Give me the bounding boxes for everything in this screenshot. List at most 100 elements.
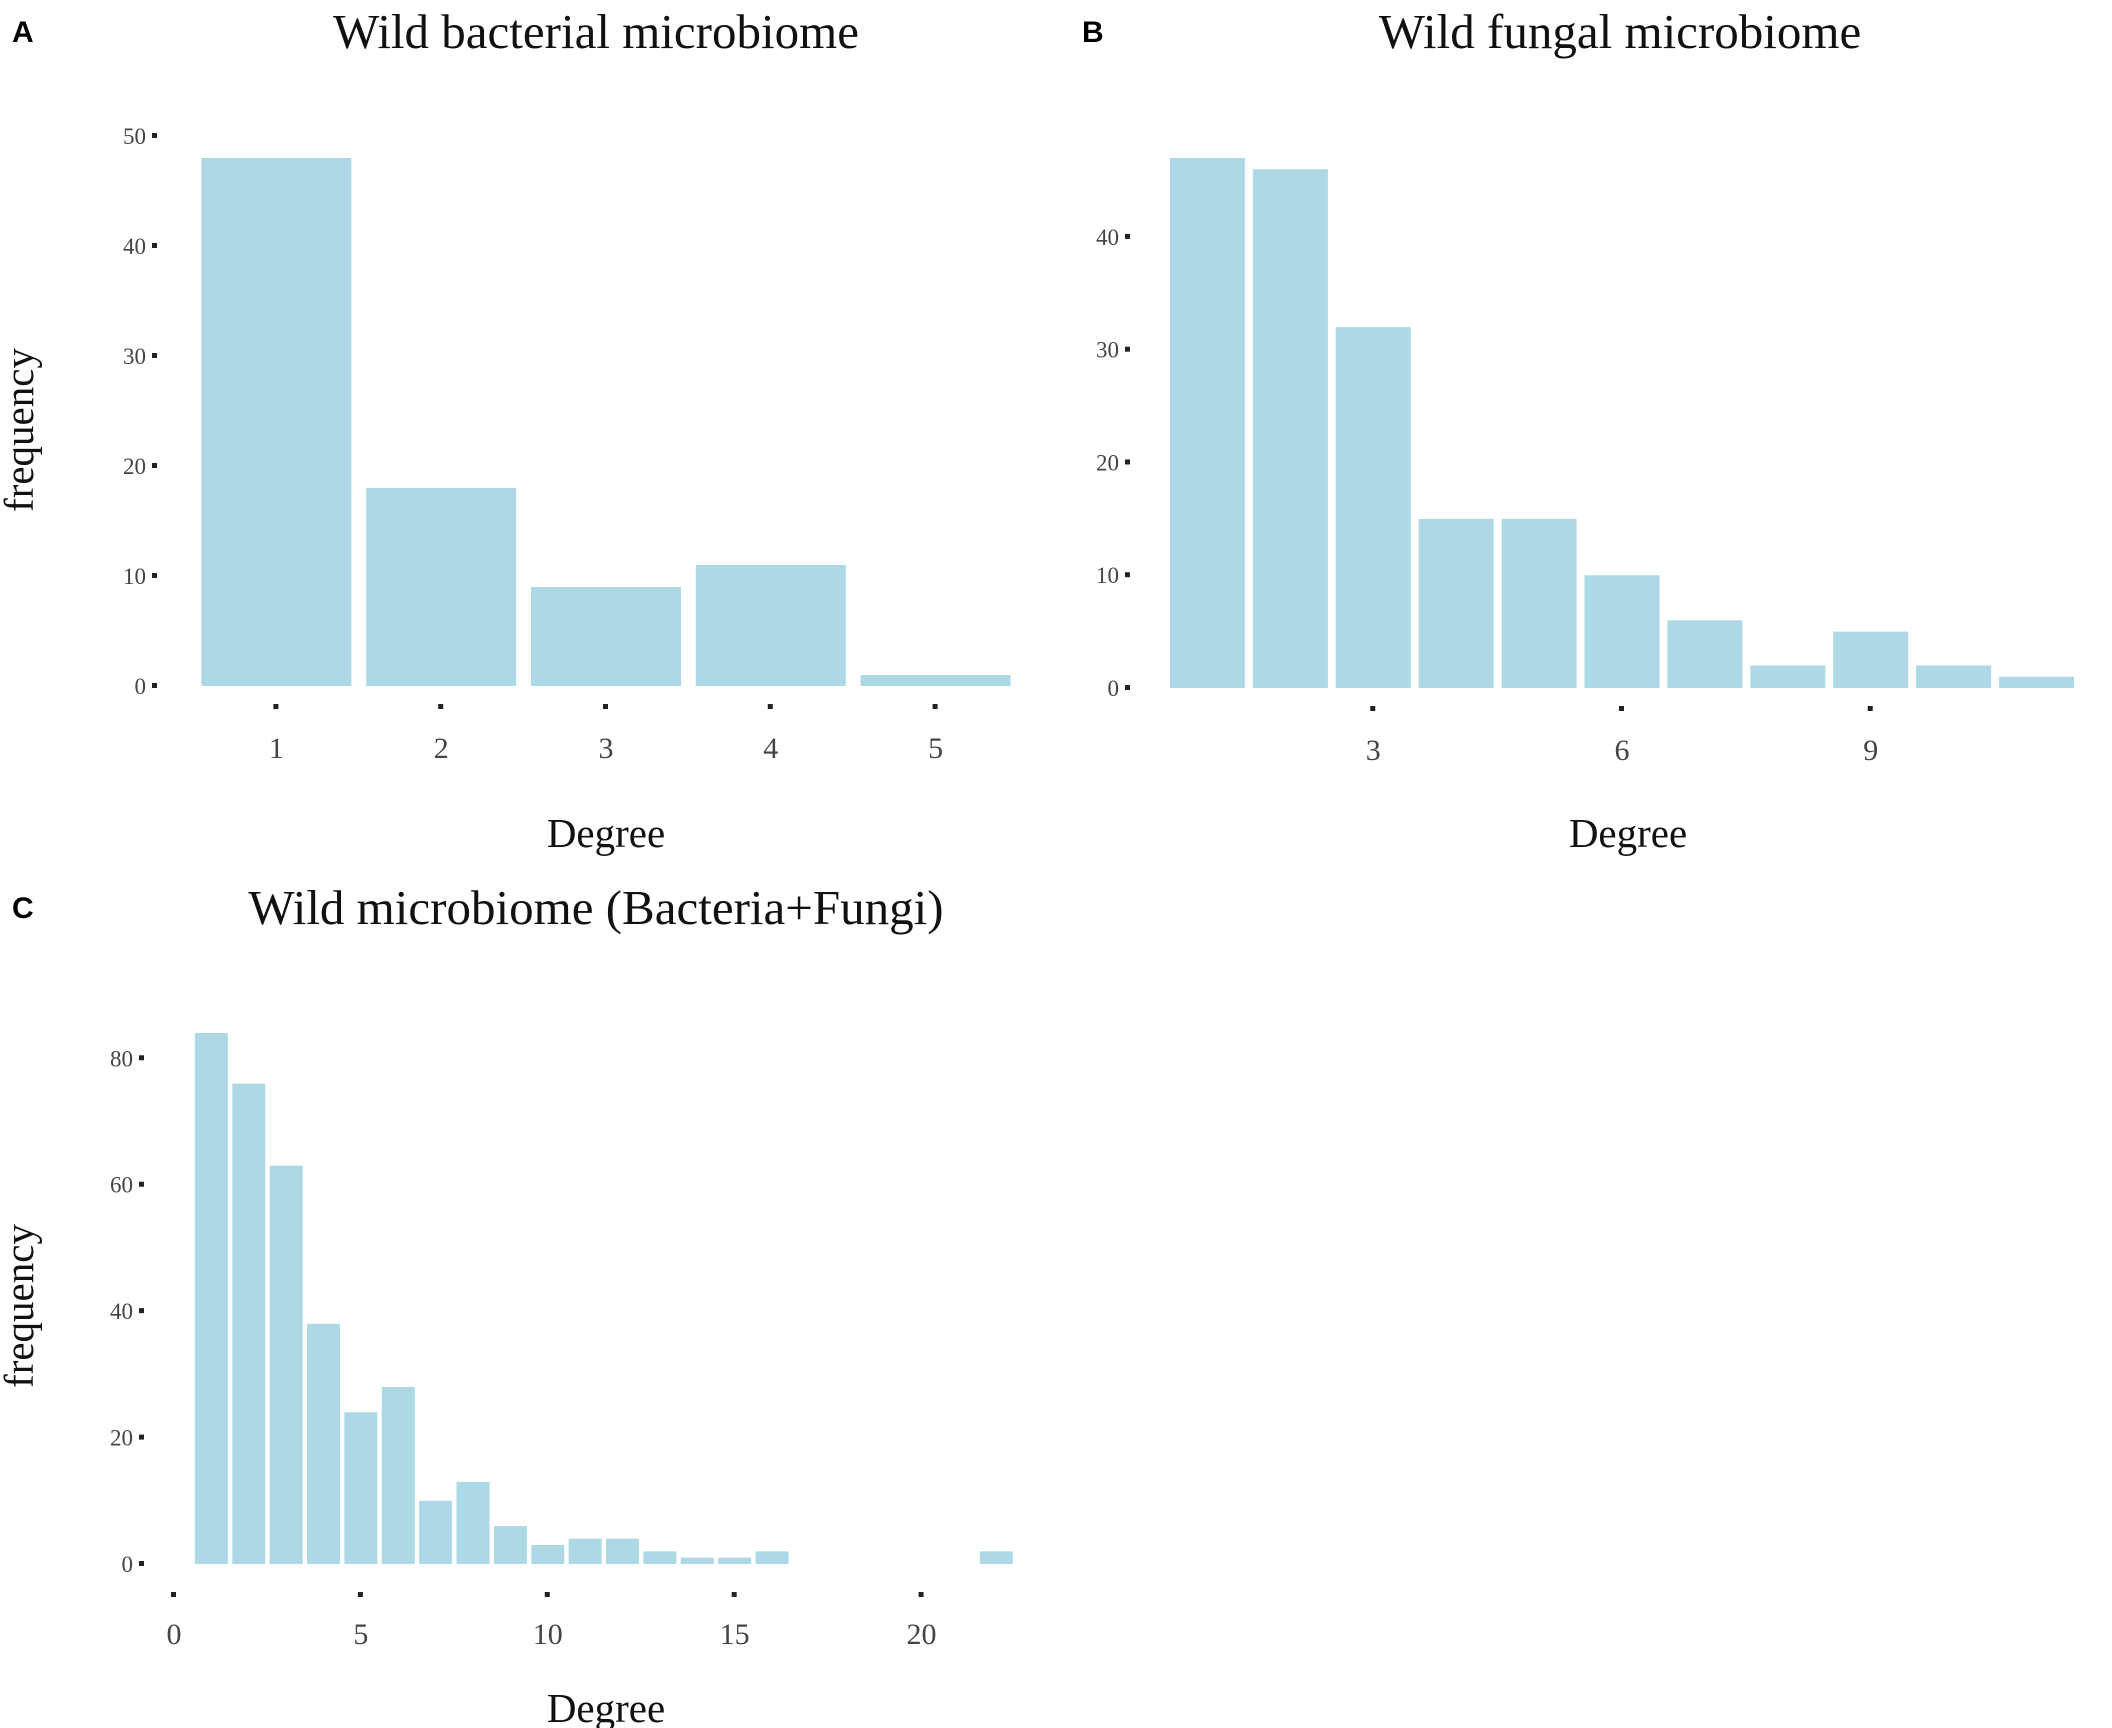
y-tick-mark xyxy=(1125,233,1130,239)
y-tick-label: 40 xyxy=(1096,225,1119,250)
bar xyxy=(1999,676,2075,688)
x-axis-title: Degree xyxy=(547,810,665,856)
bar xyxy=(381,1387,415,1564)
x-tick-label: 5 xyxy=(353,1618,368,1651)
y-tick-label: 40 xyxy=(123,234,146,259)
y-tick-label: 0 xyxy=(135,674,147,699)
bar xyxy=(1418,518,1494,688)
bar xyxy=(201,158,352,686)
x-tick-label: 3 xyxy=(599,732,614,765)
y-tick-mark xyxy=(139,1308,144,1314)
y-tick-label: 0 xyxy=(1108,676,1120,701)
bar xyxy=(755,1551,789,1564)
bar xyxy=(695,565,846,686)
bar xyxy=(194,1033,228,1564)
y-tick-label: 30 xyxy=(123,344,146,369)
x-tick-label: 9 xyxy=(1863,734,1878,767)
bar xyxy=(680,1557,714,1564)
y-tick-mark xyxy=(152,463,157,468)
x-tick-mark xyxy=(918,1592,924,1597)
y-tick-label: 10 xyxy=(123,564,146,589)
x-tick-mark xyxy=(767,704,773,709)
x-tick-mark xyxy=(438,704,444,709)
x-tick-mark xyxy=(1619,706,1624,711)
x-tick-label: 5 xyxy=(928,732,943,765)
bar xyxy=(1252,169,1328,688)
chart-title: Wild fungal microbiome xyxy=(1379,4,1861,59)
bar xyxy=(1335,327,1411,688)
panel-letter: C xyxy=(12,892,34,925)
bar xyxy=(269,1165,303,1564)
bar xyxy=(643,1551,677,1564)
chart-title: Wild microbiome (Bacteria+Fungi) xyxy=(248,880,943,935)
bar xyxy=(979,1551,1013,1564)
x-tick-mark xyxy=(932,704,938,709)
bar xyxy=(606,1538,640,1564)
bar xyxy=(860,675,1011,686)
x-tick-label: 20 xyxy=(907,1618,937,1651)
x-tick-label: 6 xyxy=(1615,734,1630,767)
x-tick-label: 3 xyxy=(1366,734,1381,767)
x-tick-label: 4 xyxy=(763,732,778,765)
y-tick-mark xyxy=(139,1561,144,1566)
x-axis-title: Degree xyxy=(547,1685,665,1728)
bar xyxy=(1169,158,1245,688)
x-tick-label: 1 xyxy=(269,732,284,765)
bar xyxy=(493,1526,527,1564)
x-tick-mark xyxy=(1370,706,1376,711)
bar xyxy=(232,1083,266,1564)
x-tick-mark xyxy=(357,1592,363,1597)
y-tick-mark xyxy=(139,1181,144,1187)
bar xyxy=(344,1412,378,1564)
y-tick-mark xyxy=(139,1055,144,1061)
y-tick-label: 50 xyxy=(123,124,146,149)
x-tick-mark xyxy=(171,1592,176,1597)
bar xyxy=(456,1481,490,1564)
bar xyxy=(366,488,517,686)
y-axis-title: frequency xyxy=(0,1224,42,1388)
x-tick-label: 2 xyxy=(434,732,449,765)
panel-letter: A xyxy=(12,16,34,49)
bar xyxy=(1501,518,1577,688)
y-tick-mark xyxy=(1125,346,1130,352)
y-axis-title: frequency xyxy=(0,348,42,512)
y-tick-label: 20 xyxy=(1096,450,1119,475)
x-tick-mark xyxy=(603,704,608,709)
y-tick-mark xyxy=(152,573,157,578)
y-tick-label: 30 xyxy=(1096,338,1119,363)
chart-panel-b: B Wild fungal microbiome 0 10 20 30 40 3 6 9 Degre… xyxy=(1082,4,2075,856)
x-tick-label: 10 xyxy=(533,1618,563,1651)
x-tick-label: 0 xyxy=(167,1618,182,1651)
y-tick-mark xyxy=(152,243,157,248)
y-tick-label: 80 xyxy=(110,1046,133,1071)
y-tick-label: 20 xyxy=(110,1426,133,1451)
y-tick-label: 10 xyxy=(1096,563,1119,588)
panel-letter: B xyxy=(1082,16,1104,49)
bar xyxy=(307,1323,341,1564)
x-tick-mark xyxy=(544,1592,550,1597)
chart-title: Wild bacterial microbiome xyxy=(333,4,859,59)
y-tick-mark xyxy=(152,683,157,688)
y-tick-mark xyxy=(1125,572,1130,578)
y-tick-mark xyxy=(152,353,157,358)
bar xyxy=(1916,665,1992,688)
chart-panel-a: A Wild bacterial microbiome 0 10 20 30 40 50 1 2 3… xyxy=(0,4,1011,856)
bar xyxy=(1833,631,1909,688)
chart-panel-c: C Wild microbiome (Bacteria+Fungi) 0 20 40 60… xyxy=(0,880,1013,1728)
bar xyxy=(718,1557,752,1564)
bar xyxy=(1667,620,1743,688)
y-tick-mark xyxy=(1125,459,1130,465)
bar xyxy=(1584,575,1660,688)
bar xyxy=(419,1500,453,1564)
y-tick-mark xyxy=(139,1434,144,1440)
y-tick-label: 40 xyxy=(110,1299,133,1324)
x-tick-mark xyxy=(273,704,279,709)
x-axis-title: Degree xyxy=(1569,810,1687,856)
bar xyxy=(531,1545,565,1564)
bar xyxy=(568,1538,602,1564)
x-tick-mark xyxy=(731,1592,737,1597)
bar xyxy=(531,587,681,686)
x-tick-mark xyxy=(1867,706,1873,711)
bar xyxy=(1750,665,1826,688)
